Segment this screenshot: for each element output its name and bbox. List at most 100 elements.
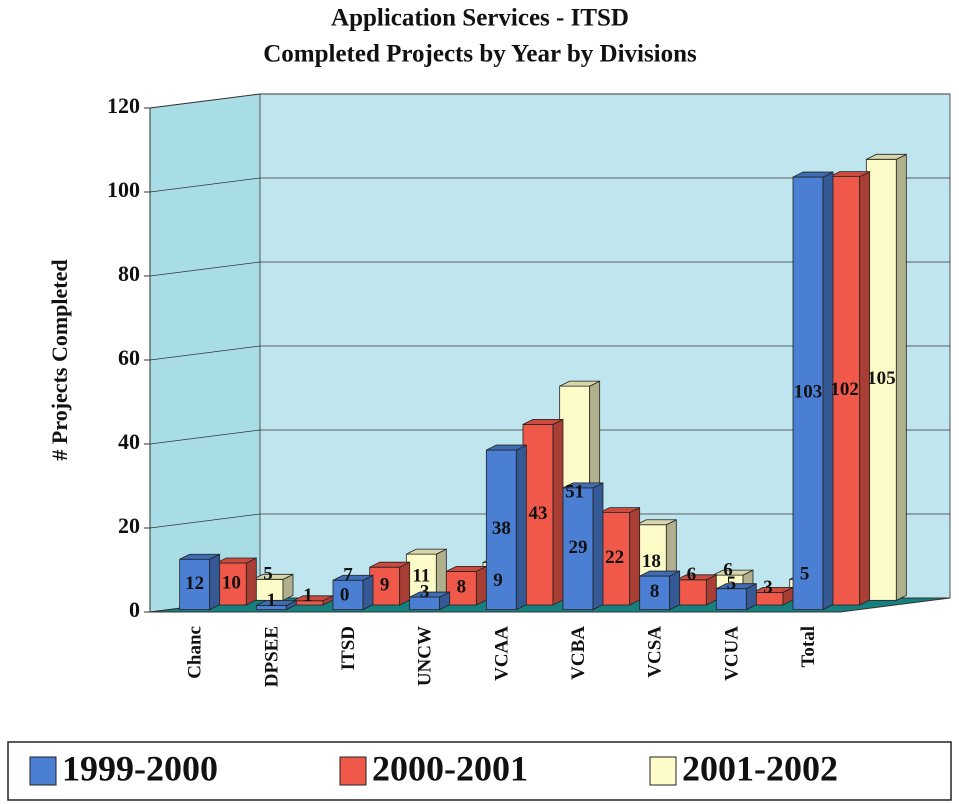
value-label: 5 [263,564,273,585]
bar-side [475,565,487,606]
value-label: 102 [830,379,859,400]
bar [485,444,527,611]
y-tick-label: 120 [107,93,140,118]
grid-line [149,429,950,445]
bar-side [629,506,641,606]
bar [215,557,257,606]
bar [332,574,374,611]
bar-top [252,573,294,580]
bar-top [256,600,297,606]
value-label: 43 [529,503,548,524]
bar-front [562,487,594,611]
bar-top [406,548,447,555]
y-tick-label: 80 [118,261,140,286]
x-tick-label: Chanc [185,626,206,679]
legend-label: 2001-2002 [682,748,838,788]
bar-side [592,482,604,611]
value-label: 12 [185,573,204,594]
bar-side [399,561,411,606]
value-label: 38 [492,518,511,539]
bar [409,591,451,611]
x-tick-label: VCBA [568,626,589,680]
bar-top [676,574,717,581]
value-label: 11 [412,566,430,587]
value-label: 3 [763,577,773,598]
bar-front [829,176,861,606]
bar-top [712,569,754,576]
bar-top [409,591,450,598]
bar [675,574,717,606]
bar [255,599,297,611]
bar-front [522,423,554,606]
value-label: 8 [457,577,467,598]
bar-top [522,418,564,425]
value-label: 103 [794,382,823,403]
value-label: 7 [343,565,353,586]
x-tick-label: ITSD [338,626,359,670]
y-tick-label: 20 [118,513,140,538]
bar-top [599,507,640,513]
value-label: 9 [493,570,503,591]
value-label: 6 [687,564,697,585]
bar-front [369,566,401,606]
bar-top [636,519,677,526]
value-label: 29 [569,537,588,558]
value-label: 18 [642,551,661,572]
bar-side [362,574,374,611]
grid-line [149,93,950,109]
grid-line [149,177,950,193]
legend-swatch [29,756,57,786]
value-label: 1 [267,590,277,611]
bar [865,153,907,601]
value-label: 6 [723,559,733,580]
value-label: 3 [420,581,430,602]
x-tick-label: VCUA [721,626,742,681]
legend-label: 1999-2000 [62,748,218,788]
legend-swatch [649,756,677,786]
value-label: 105 [867,368,896,389]
bar-top [369,561,410,568]
bar-side [552,418,564,606]
bar-front [865,158,897,601]
value-label: 10 [222,572,241,593]
bar-front [792,176,824,611]
bar [792,171,834,611]
bar-side [245,557,257,606]
value-label: 51 [565,482,584,503]
bar-top [216,557,257,564]
bar [179,553,221,611]
y-tick-label: 0 [129,597,140,622]
bar-side [515,444,527,611]
bar-side [209,553,221,611]
bar-top [639,570,680,577]
bar [369,561,411,606]
x-tick-label: VCSA [645,626,666,678]
bar-top [866,153,907,160]
bar [562,482,604,611]
y-tick-label: 40 [118,429,140,454]
value-label: 5 [727,573,737,594]
legend-box [7,741,952,801]
y-tick-label: 100 [107,177,140,202]
chart-title: Application Services - ITSD [331,5,629,32]
value-label: 8 [650,581,660,602]
y-axis-label: # Projects Completed [47,259,72,460]
grid-line [149,513,950,529]
bar-top [562,482,604,489]
bar-side [895,153,907,601]
x-tick-label: UNCW [415,626,436,686]
legend-label: 2000-2001 [372,748,528,788]
x-tick-label: VCAA [491,626,512,681]
bar-top [829,171,870,178]
bar-top [332,574,374,581]
chart-subtitle: Completed Projects by Year by Divisions [263,41,697,68]
bar-top [792,171,834,178]
value-label: 1 [303,585,313,606]
value-label: 9 [380,574,390,595]
bar [639,570,681,611]
bar [752,586,794,606]
bar [445,565,487,606]
bar [715,583,757,611]
bar-top [716,583,757,590]
